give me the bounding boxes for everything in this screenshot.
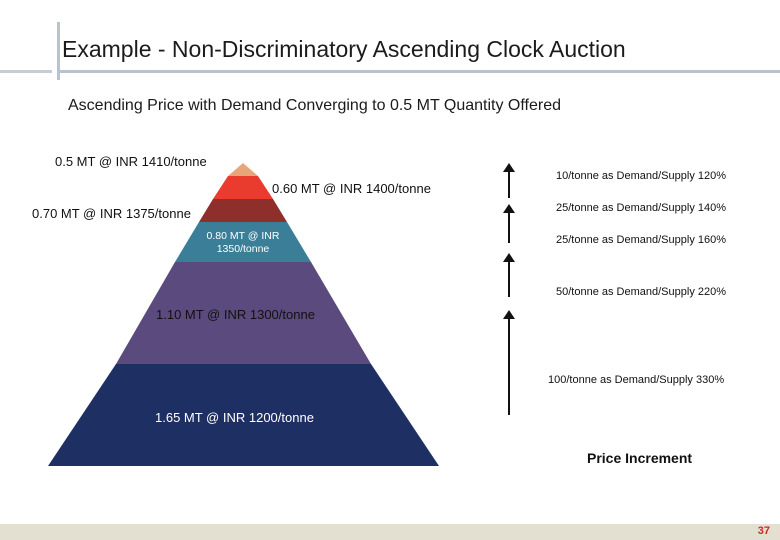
arrow-up-3 (503, 253, 515, 297)
pyramid-tier-5 (116, 262, 371, 364)
increment-label-4: 50/tonne as Demand/Supply 220% (556, 286, 727, 298)
header-rule-horizontal (58, 70, 780, 73)
footer-bar (0, 524, 780, 540)
pyramid-tier-3 (199, 199, 287, 222)
pyramid-tier-1 (228, 163, 258, 176)
arrow-up-2 (503, 204, 515, 243)
arrow-up-1 (503, 163, 515, 198)
tier-2-label: 0.60 MT @ INR 1400/tonne (272, 181, 431, 196)
increment-label-5: 100/tonne as Demand/Supply 330% (548, 374, 725, 386)
tier-6-label: 1.65 MT @ INR 1200/tonne (155, 410, 314, 425)
tier-1-label: 0.5 MT @ INR 1410/tonne (55, 154, 207, 169)
increment-label-3: 25/tonne as Demand/Supply 160% (556, 234, 727, 246)
pyramid-tier-6 (48, 364, 439, 466)
header-rule-vertical (57, 22, 60, 80)
pyramid-tier-4 (175, 222, 311, 262)
header-rule-stub (0, 70, 52, 73)
page-number: 37 (757, 525, 770, 537)
increment-label-1: 10/tonne as Demand/Supply 120% (556, 170, 727, 182)
slide-title: Example - Non-Discriminatory Ascending C… (62, 36, 626, 62)
increments-title: Price Increment (587, 450, 693, 466)
pyramid-tier-2 (213, 176, 273, 199)
tier-5-label: 1.10 MT @ INR 1300/tonne (156, 307, 315, 322)
arrow-up-4 (503, 310, 515, 415)
tier-4-label: 0.80 MT @ INR 1350/tonne (206, 230, 280, 255)
tier-3-label: 0.70 MT @ INR 1375/tonne (32, 206, 191, 221)
slide-subtitle: Ascending Price with Demand Converging t… (68, 97, 561, 114)
increment-label-2: 25/tonne as Demand/Supply 140% (556, 202, 727, 214)
